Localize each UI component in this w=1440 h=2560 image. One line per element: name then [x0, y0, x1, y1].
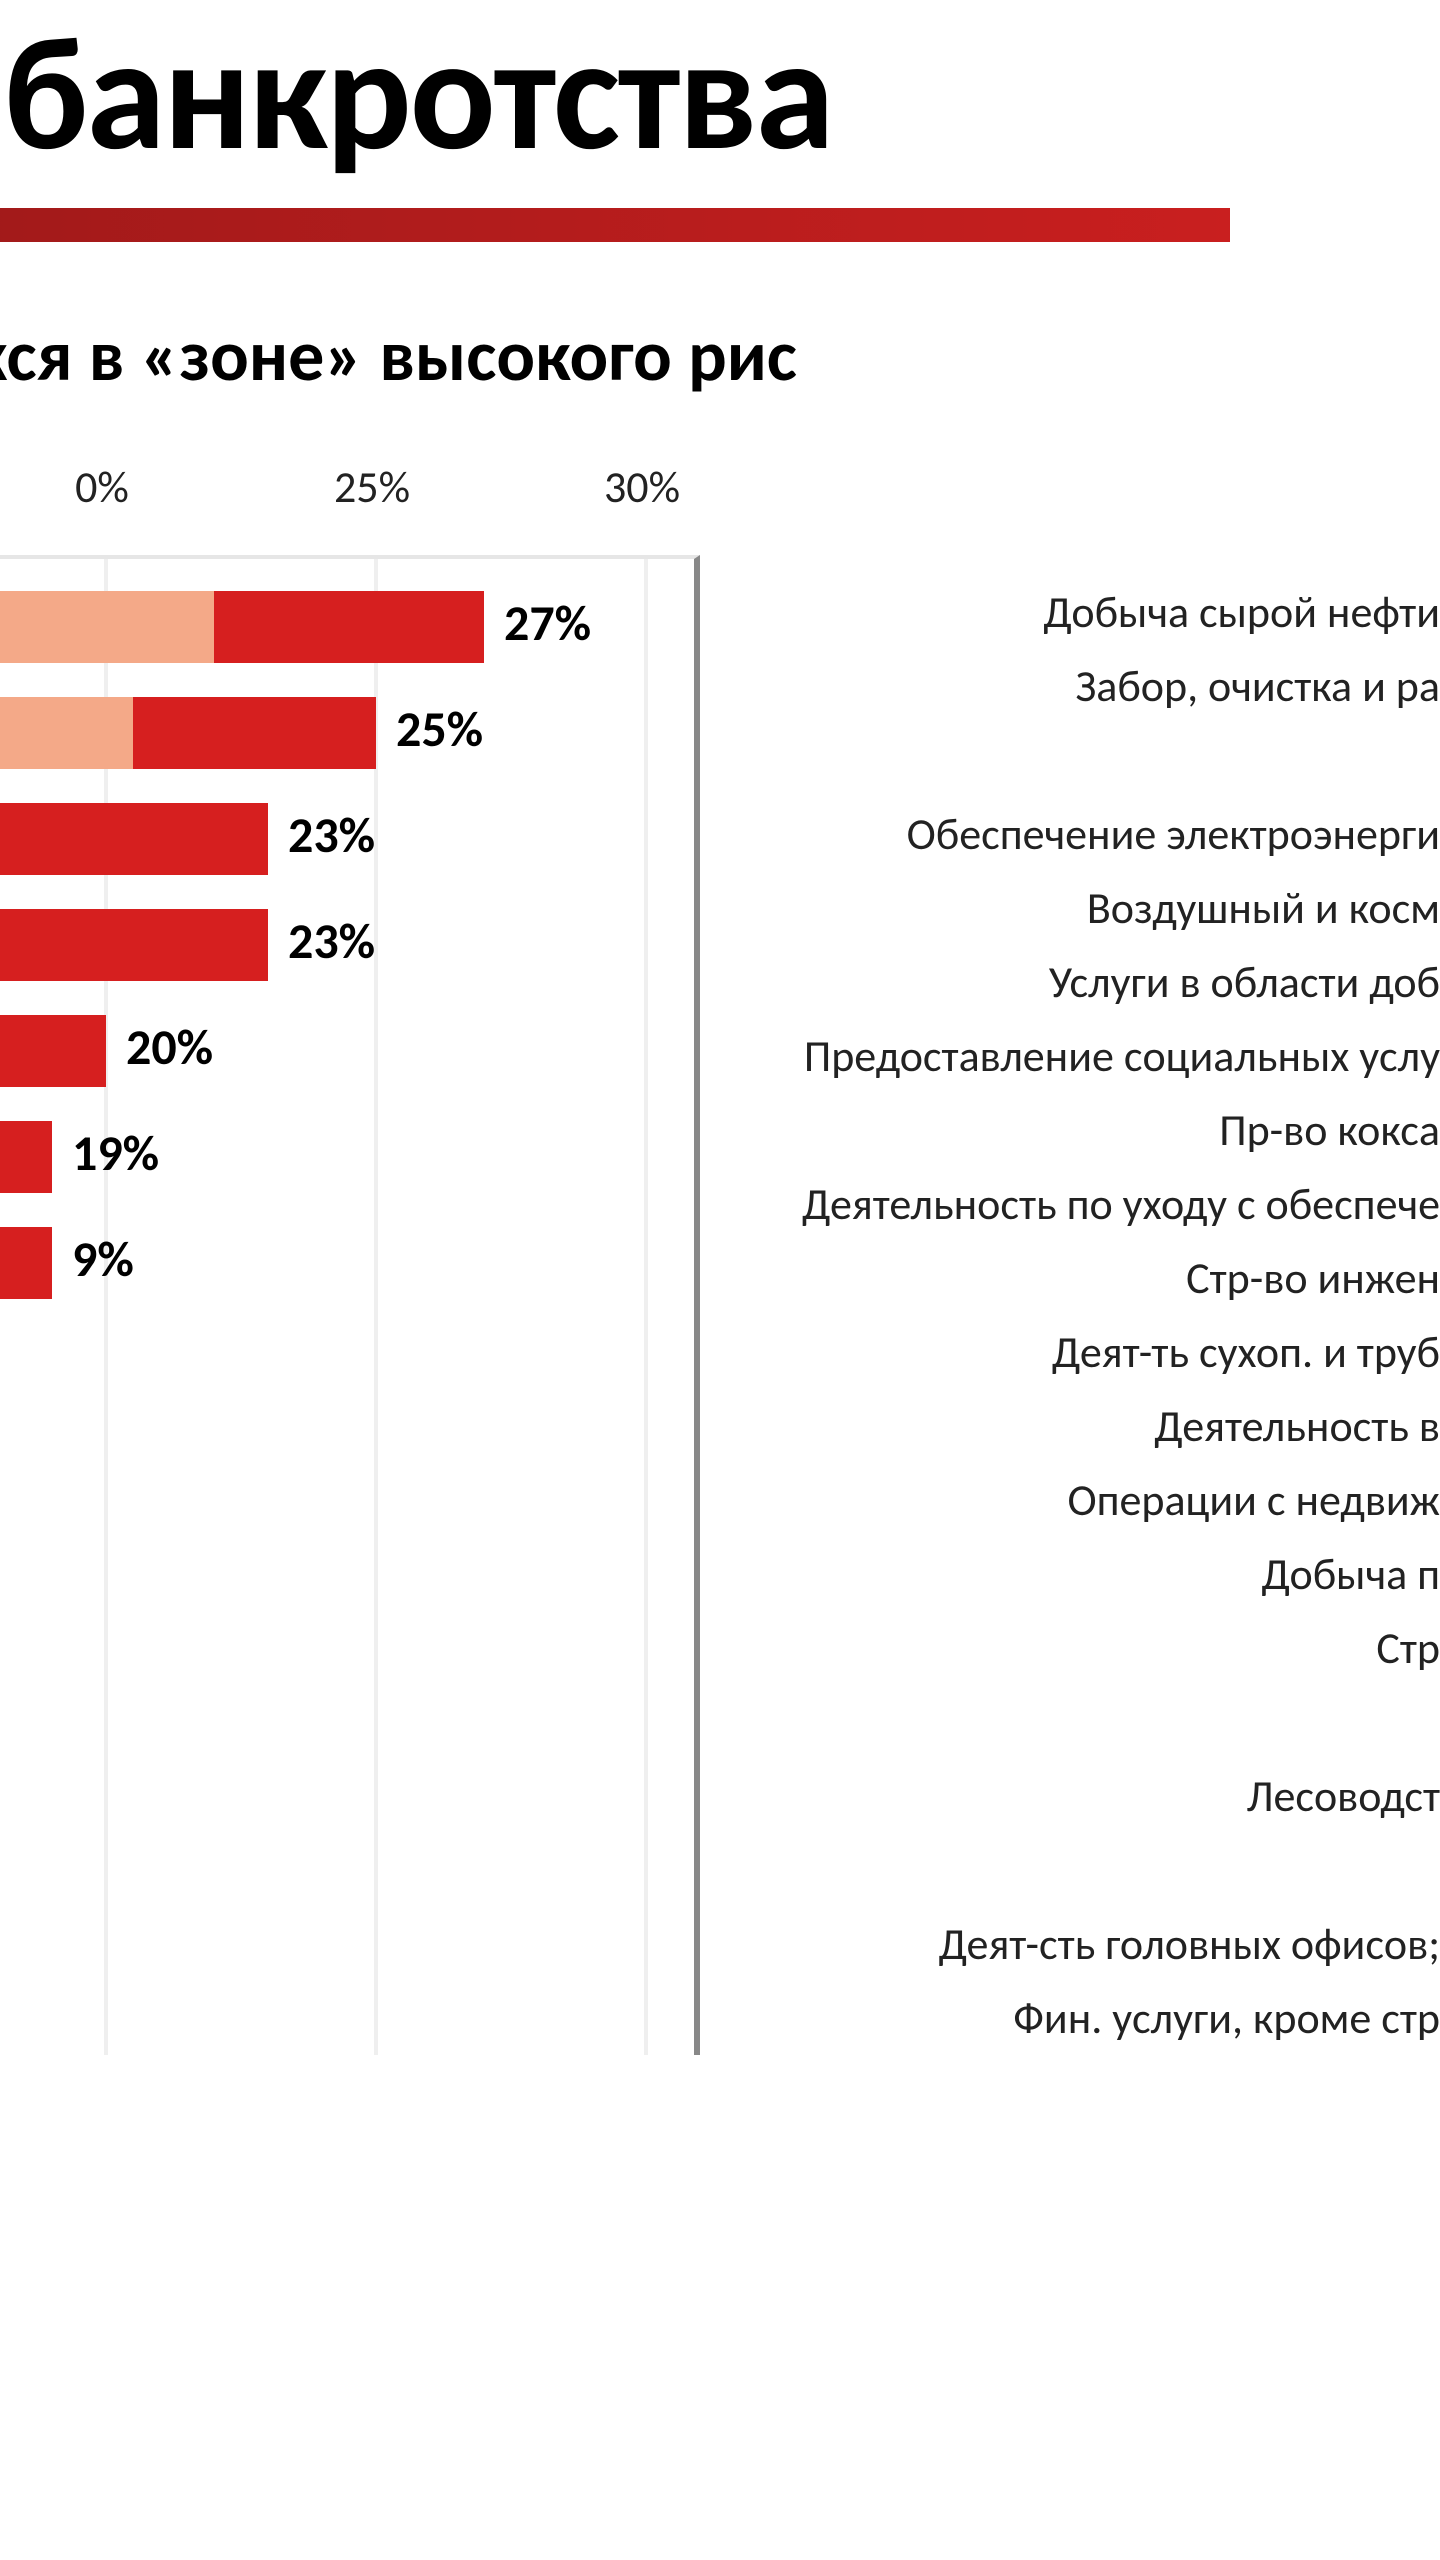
bar-value-label: 9%	[72, 1229, 134, 1290]
list-item: Деят-сть головных офисов;	[760, 1922, 1440, 1966]
list-item: Деятельность в	[760, 1404, 1440, 1448]
bar-row: 20%	[0, 1007, 694, 1097]
bar-segment-solid	[0, 909, 268, 981]
slide-crop: иск банкротства дящихся в «зоне» высоког…	[0, 0, 1440, 2560]
bar-row: 9%	[0, 1219, 694, 1309]
x-tick: 25%	[334, 460, 410, 514]
bar-row: 23%	[0, 795, 694, 885]
x-axis: 0% 25% 30%	[0, 460, 700, 515]
bar-value-label: 19%	[72, 1123, 159, 1184]
bar-row: 27%	[0, 583, 694, 673]
title-underline	[0, 208, 1230, 242]
list-item	[760, 738, 1440, 782]
list-item: Операции с недвиж	[760, 1478, 1440, 1522]
list-item: Лесоводст	[760, 1774, 1440, 1818]
list-item: Забор, очистка и ра	[760, 664, 1440, 708]
list-item: Добыча п	[760, 1552, 1440, 1596]
bars-container: 27% 25% 23% 23% 20% 19% 9%	[0, 559, 694, 1309]
x-tick: 0%	[75, 460, 129, 514]
bar-value-label: 23%	[288, 805, 375, 866]
list-item: Предоставление социальных услу	[760, 1034, 1440, 1078]
bar-value-label: 25%	[396, 699, 483, 760]
list-item: Обеспечение электроэнерги	[760, 812, 1440, 856]
list-item	[760, 1848, 1440, 1892]
category-list-panel: Добыча сырой нефти Забор, очистка и ра Об…	[760, 460, 1440, 2070]
bar-row: 25%	[0, 689, 694, 779]
bar-segment-solid	[0, 803, 268, 875]
bar-value-label: 27%	[504, 593, 591, 654]
list-item: Добыча сырой нефти	[760, 590, 1440, 634]
bar-segment-solid	[0, 1015, 106, 1087]
bar-value-label: 23%	[288, 911, 375, 972]
plot-area: 27% 25% 23% 23% 20% 19% 9%	[0, 555, 700, 2055]
page-title: иск банкротства	[0, 0, 1440, 178]
bar-chart-panel: 0% 25% 30% 27% 25% 23% 23% 20% 19% 9%	[0, 460, 700, 2070]
list-item: Деятельность по уходу с обеспече	[760, 1182, 1440, 1226]
list-item: Деят-ть сухоп. и труб	[760, 1330, 1440, 1374]
content-panels: 0% 25% 30% 27% 25% 23% 23% 20% 19% 9% Добыча с…	[0, 460, 1440, 2070]
bar-value-label: 20%	[126, 1017, 213, 1078]
bar-row: 23%	[0, 901, 694, 991]
bar-segment-solid	[0, 1121, 52, 1193]
list-item: Стр	[760, 1626, 1440, 1670]
list-item: Воздушный и косм	[760, 886, 1440, 930]
list-item	[760, 1700, 1440, 1744]
list-item: Фин. услуги, кроме стр	[760, 1996, 1440, 2040]
category-list: Добыча сырой нефти Забор, очистка и ра Об…	[760, 590, 1440, 2040]
bar-row: 19%	[0, 1113, 694, 1203]
x-tick: 30%	[604, 460, 680, 514]
bar-segment-solid	[133, 697, 376, 769]
list-item: Стр-во инжен	[760, 1256, 1440, 1300]
list-item: Пр-во кокса	[760, 1108, 1440, 1152]
bar-segment-solid	[0, 1227, 52, 1299]
subtitle: дящихся в «зоне» высокого рис	[0, 312, 1440, 400]
list-item: Услуги в области доб	[760, 960, 1440, 1004]
bar-segment-solid	[214, 591, 484, 663]
